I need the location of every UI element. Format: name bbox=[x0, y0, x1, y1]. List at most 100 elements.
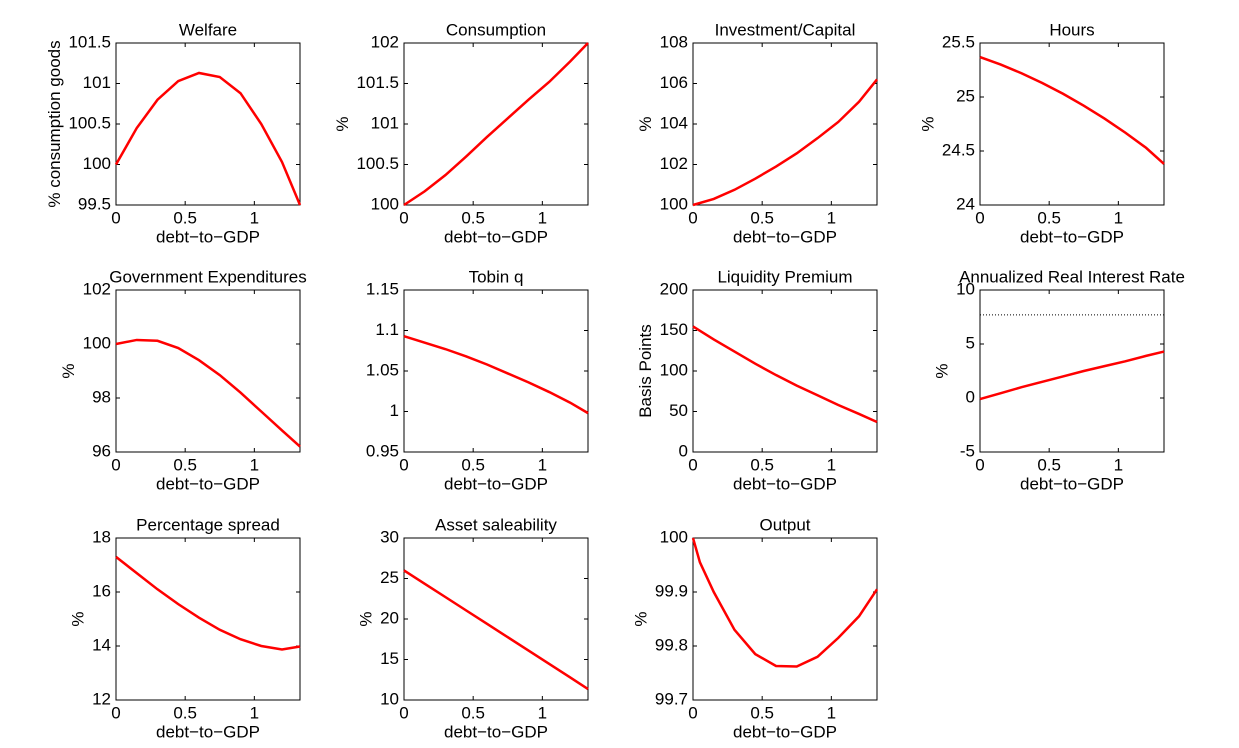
y-tick-label: 1.05 bbox=[366, 360, 399, 379]
x-tick-label: 1 bbox=[250, 208, 259, 227]
axes-box bbox=[403, 289, 589, 453]
data-line bbox=[692, 325, 878, 424]
data-line bbox=[691, 537, 879, 668]
y-tick-label: 108 bbox=[660, 32, 688, 51]
y-tick-label: 15 bbox=[380, 649, 399, 668]
y-tick-label: 1.15 bbox=[366, 279, 399, 298]
y-tick-label: 24.5 bbox=[942, 140, 975, 159]
y-axis-label: % consumption goods bbox=[45, 40, 64, 207]
y-tick-label: 100 bbox=[660, 194, 688, 213]
x-tick-label: 0.5 bbox=[461, 455, 485, 474]
y-tick-label: 99.8 bbox=[655, 635, 688, 654]
y-tick-label: 99.9 bbox=[655, 581, 688, 600]
x-tick-label: 1 bbox=[538, 703, 547, 722]
subplot-title: Asset saleability bbox=[435, 515, 557, 534]
y-tick-label: 96 bbox=[92, 441, 111, 460]
y-tick-label: 1 bbox=[390, 401, 399, 420]
y-tick-label: 5 bbox=[966, 333, 975, 352]
x-tick-label: 0.5 bbox=[173, 703, 197, 722]
x-tick-label: 0.5 bbox=[750, 455, 774, 474]
x-axis-label: debt−to−GDP bbox=[156, 474, 260, 493]
y-tick-label: 99.7 bbox=[655, 689, 688, 708]
x-axis-label: debt−to−GDP bbox=[1020, 227, 1124, 246]
y-tick-label: 0.95 bbox=[366, 441, 399, 460]
y-tick-label: 16 bbox=[92, 581, 111, 600]
y-axis-label: % bbox=[59, 363, 78, 378]
data-line bbox=[403, 42, 589, 207]
data-line bbox=[979, 55, 1165, 165]
x-tick-label: 0 bbox=[399, 208, 408, 227]
subplot-title: Liquidity Premium bbox=[717, 267, 852, 286]
x-axis-label: debt−to−GDP bbox=[444, 474, 548, 493]
y-tick-label: 101 bbox=[83, 73, 111, 92]
y-axis-label: % bbox=[357, 611, 376, 626]
y-tick-label: 100 bbox=[660, 360, 688, 379]
y-tick-label: 100 bbox=[660, 527, 688, 546]
y-tick-label: 1.1 bbox=[375, 320, 399, 339]
x-tick-label: 0.5 bbox=[1037, 208, 1061, 227]
axes-box bbox=[979, 289, 1165, 453]
x-tick-label: 0 bbox=[111, 455, 120, 474]
y-tick-label: 18 bbox=[92, 527, 111, 546]
x-tick-label: 0 bbox=[399, 455, 408, 474]
y-axis-label: % bbox=[69, 611, 88, 626]
y-tick-label: 0 bbox=[966, 387, 975, 406]
x-tick-label: 1 bbox=[250, 455, 259, 474]
x-tick-label: 0.5 bbox=[461, 703, 485, 722]
data-line bbox=[403, 334, 589, 415]
x-tick-label: 1 bbox=[538, 208, 547, 227]
y-tick-label: 25 bbox=[956, 86, 975, 105]
y-axis-label: % bbox=[636, 116, 655, 131]
x-axis-label: debt−to−GDP bbox=[1020, 474, 1124, 493]
y-tick-label: 20 bbox=[380, 608, 399, 627]
x-tick-label: 0 bbox=[111, 703, 120, 722]
y-tick-label: 25.5 bbox=[942, 32, 975, 51]
y-tick-label: 150 bbox=[660, 320, 688, 339]
x-tick-label: 1 bbox=[538, 455, 547, 474]
x-tick-label: 0 bbox=[975, 208, 984, 227]
y-tick-label: 101.5 bbox=[356, 73, 399, 92]
y-tick-label: 100.5 bbox=[68, 113, 111, 132]
x-axis-label: debt−to−GDP bbox=[156, 227, 260, 246]
y-tick-label: 101.5 bbox=[68, 32, 111, 51]
data-line bbox=[115, 338, 301, 448]
y-tick-label: 101 bbox=[371, 113, 399, 132]
x-tick-label: 0 bbox=[399, 703, 408, 722]
x-axis-label: debt−to−GDP bbox=[733, 722, 837, 741]
axes-box bbox=[403, 42, 589, 206]
y-tick-label: 25 bbox=[380, 568, 399, 587]
x-axis-label: debt−to−GDP bbox=[444, 227, 548, 246]
subplot-title: Consumption bbox=[446, 20, 546, 39]
x-tick-label: 0.5 bbox=[1037, 455, 1061, 474]
x-tick-label: 0.5 bbox=[173, 208, 197, 227]
y-tick-label: 100 bbox=[371, 194, 399, 213]
subplot-title: Annualized Real Interest Rate bbox=[959, 267, 1185, 286]
x-axis-label: debt−to−GDP bbox=[733, 227, 837, 246]
y-tick-label: 12 bbox=[92, 689, 111, 708]
y-tick-label: 24 bbox=[956, 194, 975, 213]
subplot-title: Hours bbox=[1049, 20, 1094, 39]
y-tick-label: 106 bbox=[660, 73, 688, 92]
y-tick-label: 100 bbox=[83, 154, 111, 173]
y-tick-label: 50 bbox=[669, 401, 688, 420]
y-axis-label: % bbox=[918, 116, 937, 131]
x-axis-label: debt−to−GDP bbox=[444, 722, 548, 741]
x-tick-label: 0.5 bbox=[173, 455, 197, 474]
data-line bbox=[692, 78, 878, 207]
y-tick-label: 200 bbox=[660, 279, 688, 298]
y-tick-label: 104 bbox=[660, 113, 688, 132]
y-tick-label: 10 bbox=[956, 279, 975, 298]
x-tick-label: 1 bbox=[1114, 455, 1123, 474]
y-tick-label: 30 bbox=[380, 527, 399, 546]
x-tick-label: 0.5 bbox=[750, 703, 774, 722]
x-tick-label: 0.5 bbox=[461, 208, 485, 227]
axes-box bbox=[692, 42, 878, 206]
x-tick-label: 1 bbox=[827, 455, 836, 474]
data-line bbox=[114, 71, 302, 206]
subplot-title: Welfare bbox=[179, 20, 237, 39]
x-tick-label: 1 bbox=[827, 703, 836, 722]
axes-box bbox=[403, 537, 589, 701]
y-tick-label: 0 bbox=[679, 441, 688, 460]
subplot-title: Output bbox=[759, 515, 810, 534]
